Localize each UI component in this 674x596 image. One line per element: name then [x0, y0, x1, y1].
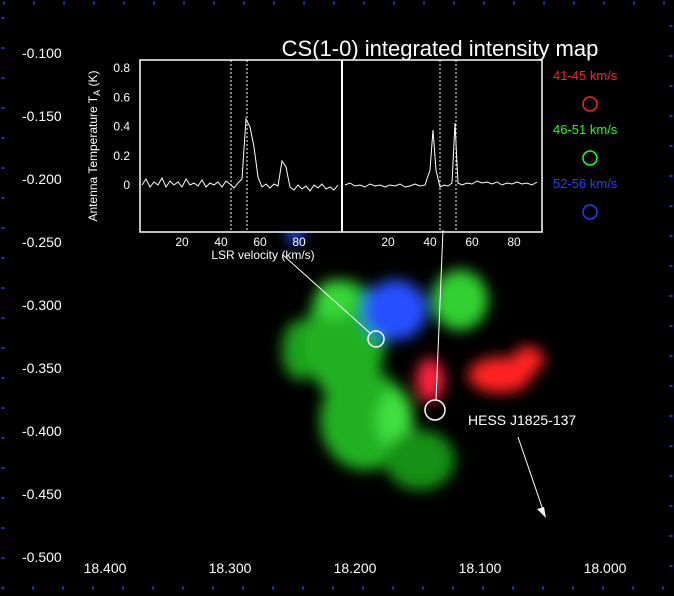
inset-y-tick-label: 0.8 — [113, 61, 130, 75]
x-tick-label: 18.300 — [209, 560, 252, 576]
pointer-line — [282, 254, 371, 334]
inset-x-tick-label: 20 — [175, 235, 189, 249]
inset-y-label: Antenna Temperature TA (K) — [86, 71, 102, 222]
inset-x-tick-label: 40 — [214, 235, 228, 249]
x-tick-label: 18.400 — [84, 560, 127, 576]
position-marker — [424, 399, 446, 421]
y-tick-label: -0.100 — [22, 45, 62, 61]
emission-map — [282, 220, 544, 490]
annotation: HESS J1825-137 — [468, 412, 576, 428]
x-tick-label: 18.100 — [459, 560, 502, 576]
y-tick-label: -0.300 — [22, 297, 62, 313]
inset-x-tick-label: 60 — [465, 235, 479, 249]
legend-marker — [582, 204, 598, 220]
legend-label: 46-51 km/s — [553, 122, 618, 137]
inset — [139, 59, 543, 233]
x-tick-label: 18.000 — [584, 560, 627, 576]
y-tick-label: -0.150 — [22, 108, 62, 124]
legend-label: 52-56 km/s — [553, 176, 618, 191]
inset-x-tick-label: 80 — [507, 235, 521, 249]
x-tick-label: 18.200 — [334, 560, 377, 576]
legend-label: 41-45 km/s — [553, 68, 618, 83]
inset-x-label: LSR velocity (km/s) — [211, 248, 314, 262]
y-tick-label: -0.350 — [22, 360, 62, 376]
legend-marker — [582, 96, 598, 112]
inset-x-tick-label: 80 — [292, 235, 306, 249]
y-tick-label: -0.400 — [22, 423, 62, 439]
inset-x-tick-label: 40 — [423, 235, 437, 249]
title: CS(1-0) integrated intensity map — [282, 36, 599, 61]
position-marker — [367, 330, 385, 348]
legend-marker — [582, 150, 598, 166]
inset-y-tick-label: 0.2 — [113, 149, 130, 163]
inset-x-tick-label: 60 — [253, 235, 267, 249]
y-tick-label: -0.200 — [22, 171, 62, 187]
arrow-head — [537, 507, 546, 518]
inset-y-tick-label: 0 — [123, 178, 130, 192]
pointer-line — [435, 229, 444, 401]
inset-y-tick-label: 0.6 — [113, 90, 130, 104]
y-tick-label: -0.250 — [22, 234, 62, 250]
inset-x-tick-label: 20 — [381, 235, 395, 249]
y-tick-label: -0.450 — [22, 486, 62, 502]
arrow — [517, 436, 544, 511]
y-tick-label: -0.500 — [22, 549, 62, 565]
inset-y-tick-label: 0.4 — [113, 120, 130, 134]
